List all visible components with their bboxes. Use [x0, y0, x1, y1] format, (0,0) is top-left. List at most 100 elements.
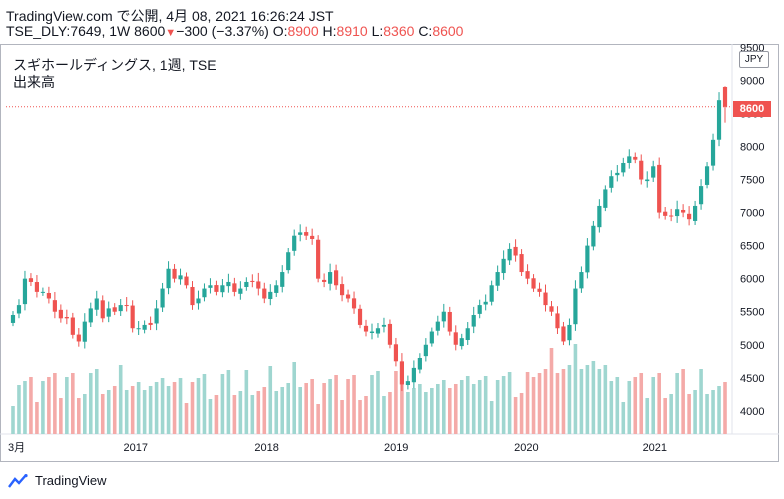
candle-body	[627, 156, 632, 163]
volume-bar	[358, 400, 362, 434]
candle-body	[214, 285, 219, 292]
volume-bar	[340, 400, 344, 434]
candle-body	[76, 334, 81, 342]
candle-body	[46, 293, 51, 299]
candle-body	[357, 308, 363, 325]
candle-body	[292, 235, 297, 251]
price-chart[interactable]: 4000450050005500600065007000750080008500…	[0, 44, 779, 462]
volume-bar	[41, 381, 45, 434]
volume-bar	[412, 388, 416, 434]
volume-bar	[513, 397, 518, 434]
volume-bar	[23, 381, 27, 434]
y-tick-label: 7500	[740, 175, 764, 187]
volume-bar	[160, 378, 165, 434]
y-tick-label: 6000	[740, 274, 764, 286]
volume-bar	[723, 382, 727, 434]
candle-body	[244, 281, 249, 287]
candle-body	[603, 189, 608, 208]
volume-bar	[82, 394, 87, 434]
x-tick-label: 2021	[643, 442, 667, 454]
volume-bar	[645, 398, 650, 434]
candle-body	[531, 278, 536, 289]
candle-body	[645, 179, 650, 182]
volume-bar	[142, 390, 147, 434]
volume-bar	[35, 402, 39, 434]
candle-body	[669, 215, 674, 217]
candle-body	[328, 272, 333, 284]
y-tick-label: 9500	[740, 44, 764, 54]
open-value: 8900	[287, 23, 319, 39]
candle-body	[339, 284, 345, 296]
volume-bar	[172, 382, 177, 434]
volume-bar	[232, 395, 237, 434]
volume-bar	[543, 369, 548, 434]
candle-body	[16, 305, 22, 314]
volume-bar	[118, 365, 123, 434]
currency-badge[interactable]: JPY	[739, 51, 769, 68]
volume-bar	[184, 403, 189, 434]
candle-body	[64, 317, 69, 319]
candle-body	[363, 325, 369, 332]
volume-bar	[304, 383, 308, 434]
candle-body	[124, 305, 129, 307]
volume-bar	[459, 380, 464, 434]
x-tick-label: 2019	[384, 442, 408, 454]
volume-bar	[268, 366, 273, 434]
candle-body	[136, 328, 141, 330]
volume-bar	[424, 392, 428, 434]
volume-bar	[663, 398, 667, 434]
y-tick-label: 4500	[740, 373, 764, 385]
candle-body	[238, 288, 243, 294]
volume-bar	[507, 372, 512, 434]
low-value: 8360	[383, 23, 415, 39]
volume-bar	[537, 373, 542, 434]
volume-bar	[711, 390, 715, 434]
candle-body	[687, 213, 692, 220]
candle-body	[160, 288, 165, 308]
candle-body	[639, 160, 644, 180]
volume-bar	[639, 373, 644, 434]
volume-bar	[549, 348, 554, 434]
volume-bar	[567, 365, 572, 434]
candle-body	[435, 321, 440, 331]
close-label: C:	[418, 23, 433, 39]
volume-bar	[298, 387, 302, 434]
candle-body	[220, 285, 225, 293]
candle-body	[88, 308, 93, 323]
volume-bar	[238, 391, 243, 434]
candle-body	[633, 156, 638, 160]
candle-body	[184, 276, 189, 286]
candle-body	[268, 291, 273, 300]
last-price-tag: 8600	[733, 101, 771, 117]
candle-body	[316, 239, 321, 279]
volume-bar	[310, 379, 314, 434]
candle-body	[411, 367, 416, 383]
volume-bar	[214, 395, 219, 434]
candle-body	[453, 332, 458, 345]
candle-body	[483, 301, 488, 305]
volume-bar	[675, 373, 679, 434]
candle-body	[441, 311, 446, 322]
volume-bar	[441, 380, 446, 434]
volume-bar	[244, 370, 249, 434]
candle-body	[681, 209, 686, 213]
x-tick-label: 2018	[254, 442, 278, 454]
candle-body	[405, 381, 410, 386]
volume-bar	[465, 376, 470, 434]
candle-body	[22, 278, 28, 305]
candle-body	[28, 278, 34, 282]
footer-brand[interactable]: TradingView	[8, 473, 107, 488]
volume-bar	[286, 383, 291, 434]
candle-body	[537, 288, 542, 292]
volume-bar	[501, 376, 506, 434]
candle-body	[507, 248, 512, 261]
volume-bar	[196, 378, 201, 434]
volume-bar	[352, 375, 356, 434]
y-tick-label: 6500	[740, 241, 764, 253]
candle-body	[178, 275, 183, 280]
candle-body	[573, 288, 578, 325]
volume-bar	[148, 386, 153, 434]
volume-bar	[124, 390, 129, 434]
candle-body	[501, 258, 506, 274]
volume-bar	[705, 394, 709, 434]
